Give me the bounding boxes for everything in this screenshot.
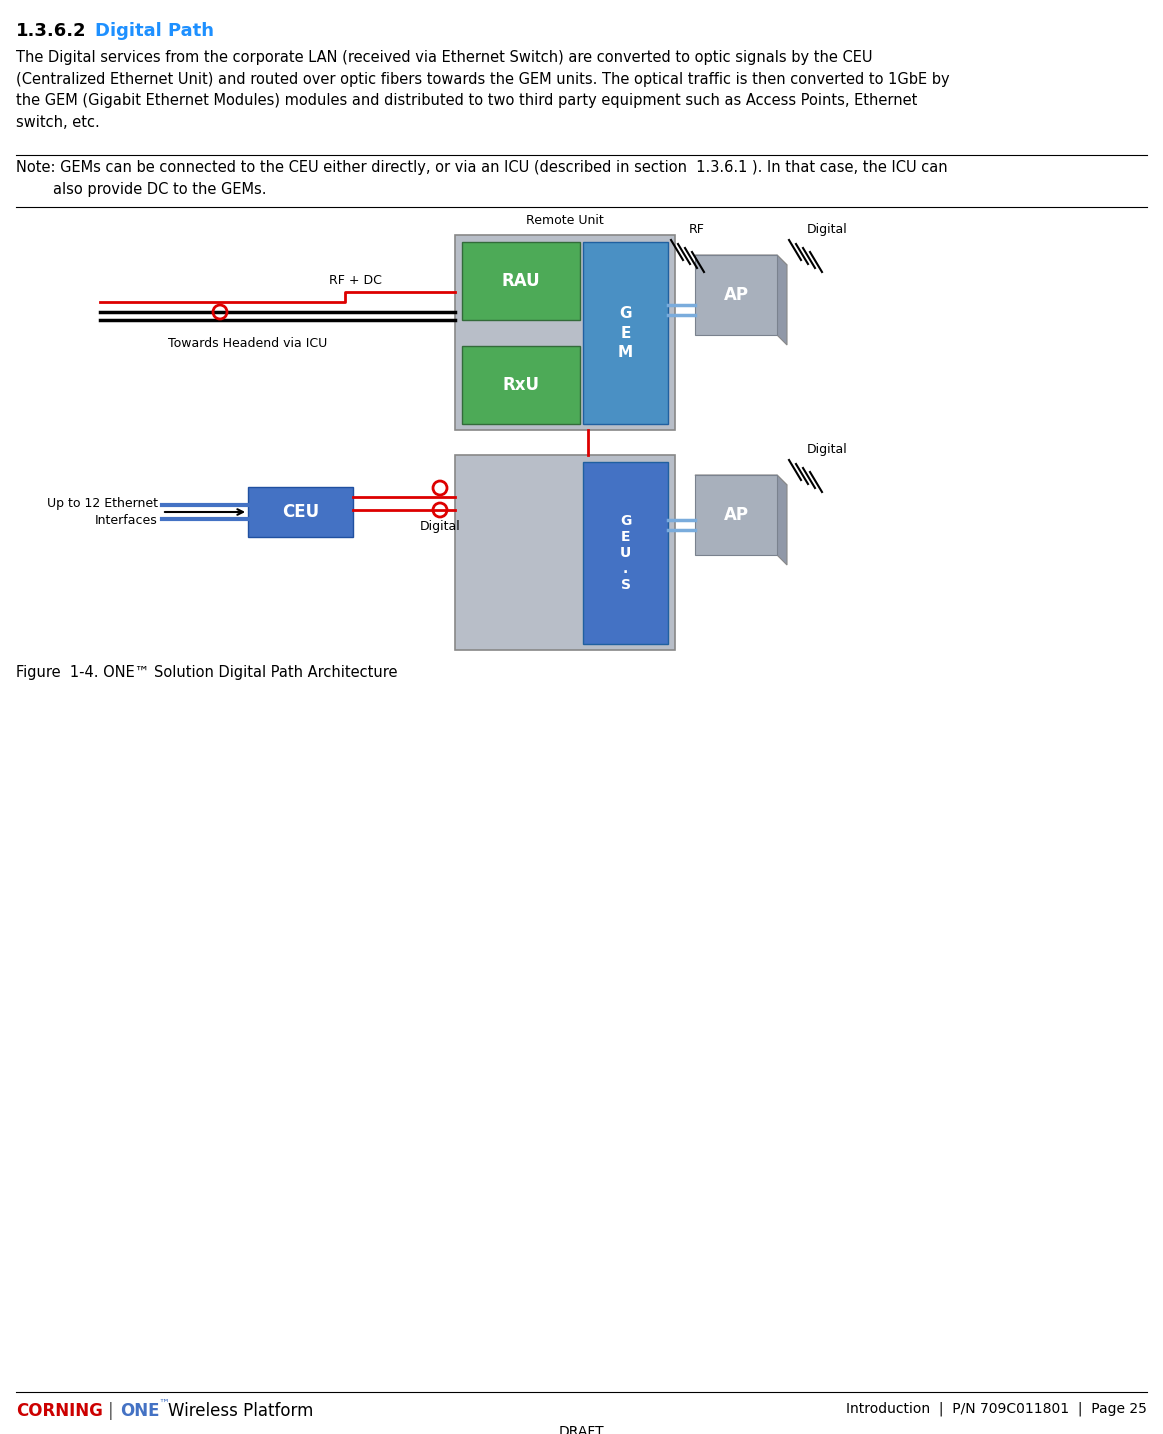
FancyBboxPatch shape	[248, 488, 354, 536]
Polygon shape	[695, 475, 787, 485]
FancyBboxPatch shape	[583, 242, 668, 424]
Text: RF: RF	[688, 224, 705, 237]
Text: Digital: Digital	[420, 521, 461, 533]
FancyBboxPatch shape	[583, 462, 668, 644]
FancyBboxPatch shape	[455, 455, 675, 650]
Text: CEU: CEU	[281, 503, 319, 521]
FancyBboxPatch shape	[462, 242, 580, 320]
Text: AP: AP	[723, 506, 749, 523]
Text: G
E
U
.
S: G E U . S	[620, 513, 632, 592]
FancyBboxPatch shape	[455, 235, 675, 430]
Polygon shape	[695, 255, 787, 265]
Text: DRAFT: DRAFT	[558, 1425, 604, 1434]
Text: Towards Headend via ICU: Towards Headend via ICU	[169, 337, 328, 350]
Polygon shape	[777, 475, 787, 565]
Polygon shape	[777, 255, 787, 346]
Text: Note: GEMs can be connected to the CEU either directly, or via an ICU (described: Note: GEMs can be connected to the CEU e…	[16, 161, 948, 196]
FancyBboxPatch shape	[695, 255, 777, 336]
Text: 1.3.6.2: 1.3.6.2	[16, 22, 86, 40]
Text: RAU: RAU	[501, 272, 541, 290]
Text: Introduction  |  P/N 709C011801  |  Page 25: Introduction | P/N 709C011801 | Page 25	[847, 1402, 1147, 1417]
Text: ™: ™	[158, 1400, 169, 1410]
Text: Digital Path: Digital Path	[95, 22, 214, 40]
FancyBboxPatch shape	[695, 475, 777, 555]
Text: G
E
M: G E M	[618, 305, 633, 360]
Text: Figure  1-4. ONE™ Solution Digital Path Architecture: Figure 1-4. ONE™ Solution Digital Path A…	[16, 665, 398, 680]
Text: The Digital services from the corporate LAN (received via Ethernet Switch) are c: The Digital services from the corporate …	[16, 50, 950, 130]
Text: |: |	[108, 1402, 114, 1420]
Text: Digital: Digital	[807, 224, 848, 237]
Text: Remote Unit: Remote Unit	[526, 214, 604, 227]
Text: AP: AP	[723, 285, 749, 304]
Text: Digital: Digital	[807, 443, 848, 456]
Text: Wireless Platform: Wireless Platform	[167, 1402, 313, 1420]
Text: RF + DC: RF + DC	[329, 274, 381, 287]
Text: CORNING: CORNING	[16, 1402, 102, 1420]
Text: ONE: ONE	[120, 1402, 159, 1420]
FancyBboxPatch shape	[462, 346, 580, 424]
Text: Up to 12 Ethernet
Interfaces: Up to 12 Ethernet Interfaces	[47, 498, 158, 528]
Text: RxU: RxU	[502, 376, 540, 394]
